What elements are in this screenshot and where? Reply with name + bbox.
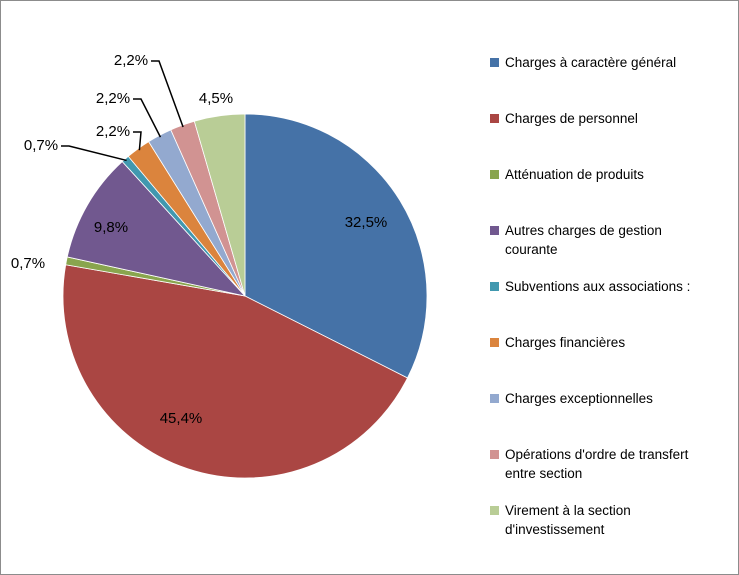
data-label: 2,2%	[96, 123, 130, 140]
data-label: 4,5%	[199, 90, 233, 107]
legend-label: Autres charges de gestion courante	[505, 223, 662, 257]
data-label: 32,5%	[345, 214, 388, 231]
legend-swatch	[490, 226, 499, 235]
legend-label: Charges de personnel	[505, 111, 638, 126]
data-label: 9,8%	[94, 219, 128, 236]
data-label: 0,7%	[24, 137, 58, 154]
legend-label: Charges financières	[505, 335, 626, 350]
legend-swatch	[490, 506, 499, 515]
legend-swatch	[490, 338, 499, 347]
data-label: 0,7%	[11, 255, 45, 272]
legend-swatch	[490, 394, 499, 403]
legend-swatch	[490, 170, 499, 179]
data-label: 45,4%	[160, 410, 203, 427]
legend-label: Virement à la section d'investissement	[505, 503, 631, 537]
leader-line	[133, 98, 162, 138]
data-label: 2,2%	[114, 52, 148, 69]
leader-line	[151, 60, 184, 128]
leader-line	[61, 145, 127, 162]
legend-swatch	[490, 450, 499, 459]
legend-label: Opérations d'ordre de transfert entre se…	[505, 447, 689, 481]
legend-swatch	[490, 114, 499, 123]
pie-slice	[66, 161, 247, 297]
data-label: 2,2%	[96, 90, 130, 107]
pie-slice	[244, 113, 428, 379]
pie-slice	[193, 113, 246, 297]
legend-label: Charges exceptionnelles	[505, 391, 653, 406]
leader-line	[133, 131, 142, 151]
legend-label: Charges à caractère général	[505, 55, 677, 70]
legend-label: Atténuation de produits	[505, 167, 644, 182]
legend-swatch	[490, 282, 499, 291]
legend-label: Subventions aux associations :	[505, 279, 691, 294]
pie-slice	[62, 264, 409, 479]
legend-swatch	[490, 58, 499, 67]
